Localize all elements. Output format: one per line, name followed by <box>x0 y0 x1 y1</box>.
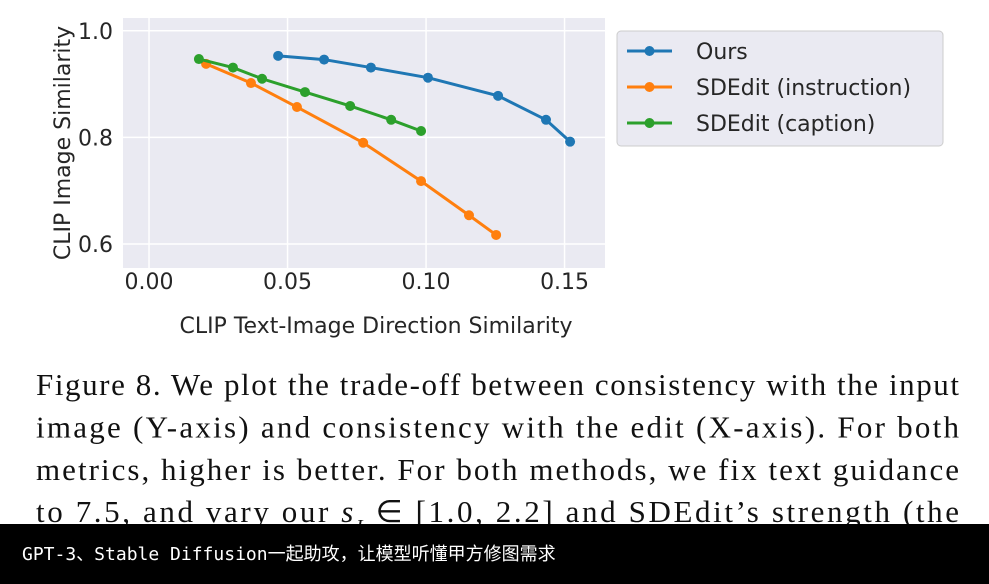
banner <box>0 524 989 584</box>
legend-label: SDEdit (caption) <box>696 112 875 137</box>
data-point <box>491 229 502 240</box>
x-tick-label: 0.10 <box>402 270 451 295</box>
data-point <box>493 90 504 101</box>
banner-text: GPT-3、Stable Diffusion一起助攻，让模型听懂甲方修图需求 <box>22 544 556 565</box>
x-axis-label: CLIP Text-Image Direction Similarity <box>179 314 572 339</box>
y-tick-label: 1.0 <box>78 20 113 45</box>
data-point <box>463 210 474 221</box>
data-point <box>540 114 551 125</box>
legend-box <box>616 30 944 147</box>
caption-line: Figure 8. We plot the trade-off between … <box>36 367 959 402</box>
data-point <box>416 176 427 187</box>
data-point <box>291 102 302 113</box>
data-point <box>386 114 397 125</box>
legend-label: Ours <box>696 40 748 65</box>
data-point <box>319 54 330 65</box>
data-point <box>422 72 433 83</box>
caption-line: to 7.5, and vary our sI ∈ [1.0, 2.2] and… <box>36 494 959 538</box>
legend-marker <box>644 46 655 56</box>
caption-line: image (Y-axis) and consistency with the … <box>36 410 959 445</box>
data-point <box>299 87 310 98</box>
data-point <box>227 62 238 73</box>
x-tick-label: 0.15 <box>540 270 589 295</box>
caption-part: s <box>341 494 353 529</box>
x-tick-label: 0.00 <box>125 270 174 295</box>
data-point <box>358 137 369 148</box>
caption-part: ∈ [1.0, 2.2] and SDEdit’s strength (the <box>365 494 959 529</box>
data-point <box>365 62 376 73</box>
data-point <box>565 136 576 147</box>
data-point <box>193 54 204 65</box>
y-tick-label: 0.8 <box>78 126 113 151</box>
data-point <box>416 126 427 137</box>
caption-line: metrics, higher is better. For both meth… <box>36 452 959 487</box>
y-tick-label: 0.6 <box>78 233 113 258</box>
y-axis-label: CLIP Image Similarity <box>51 26 76 260</box>
legend-label: SDEdit (instruction) <box>696 76 911 101</box>
data-point <box>345 100 356 111</box>
legend-marker <box>644 82 655 92</box>
data-point <box>273 50 284 61</box>
data-point <box>245 78 256 89</box>
legend: Ours SDEdit (instruction) SDEdit (caption) <box>616 30 944 147</box>
x-tick-label: 0.05 <box>263 270 312 295</box>
data-point <box>257 73 268 84</box>
caption-part: to 7.5, and vary our <box>36 494 339 529</box>
legend-marker <box>644 118 655 128</box>
